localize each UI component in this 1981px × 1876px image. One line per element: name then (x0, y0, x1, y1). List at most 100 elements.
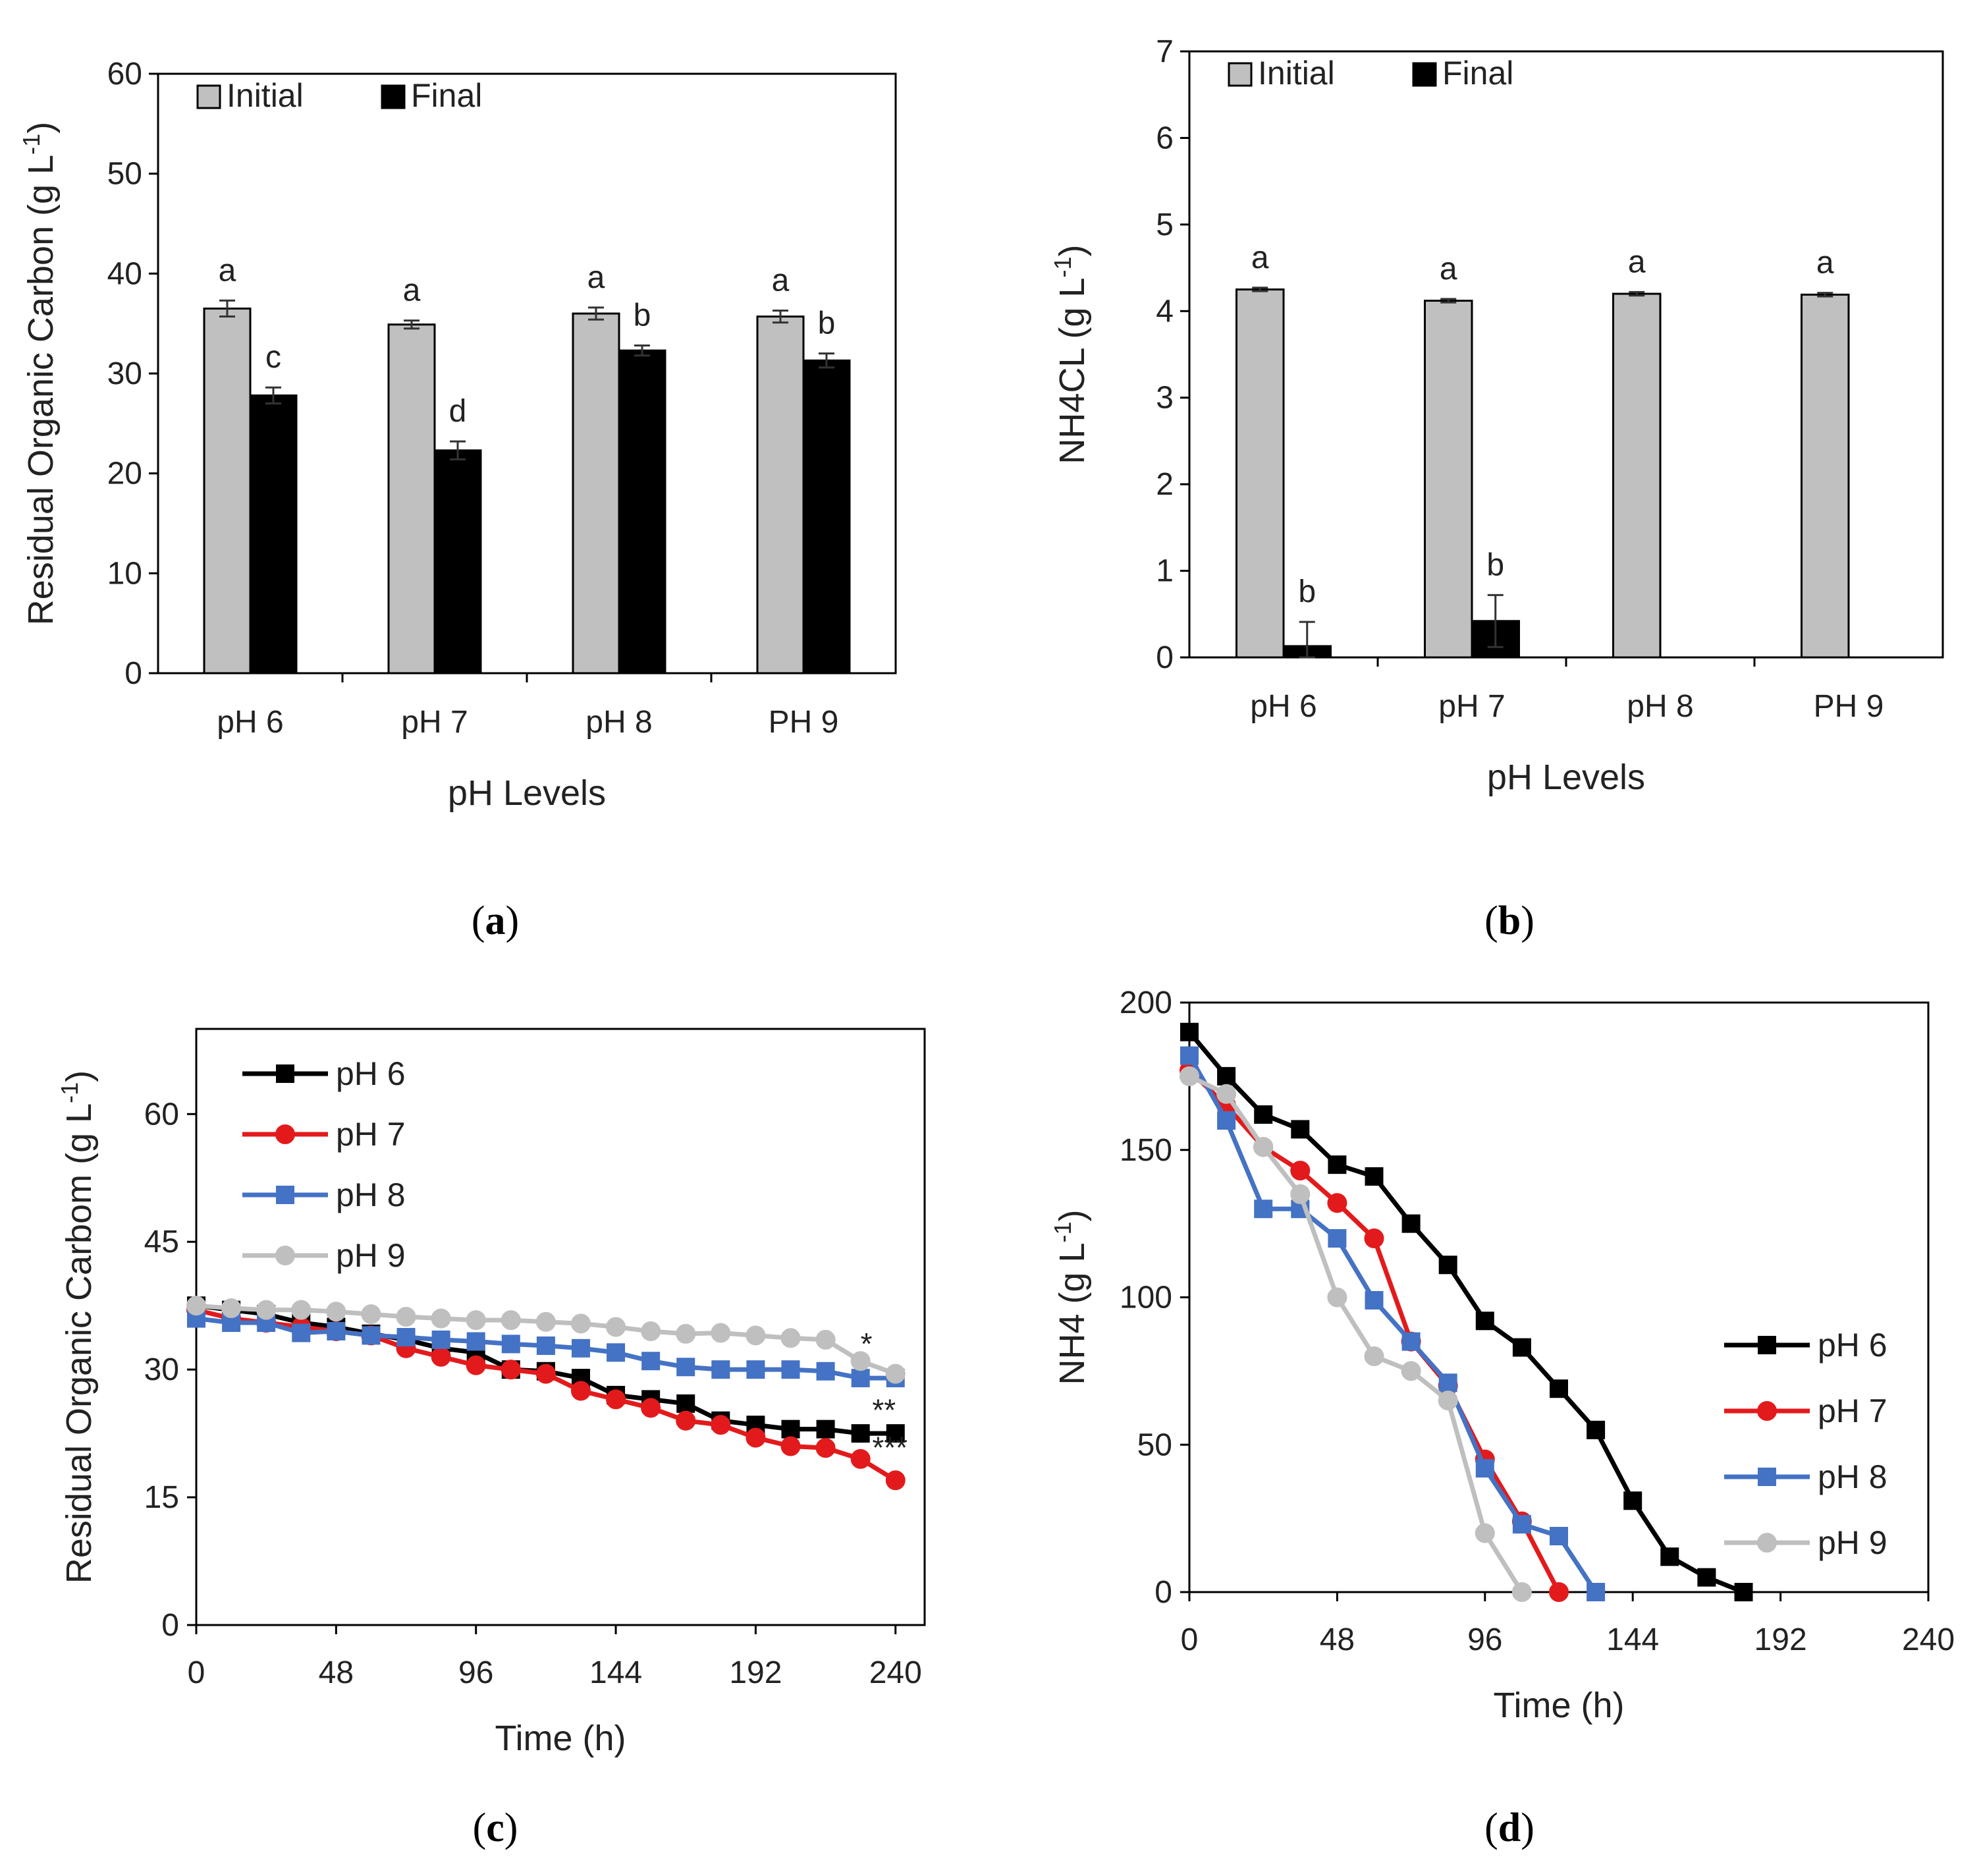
point-ph-9 (1180, 1066, 1199, 1086)
significance-letter: a (1440, 252, 1457, 287)
point-ph-6 (1697, 1568, 1716, 1587)
legend-label-initial: Initial (227, 77, 304, 114)
x-tick-label: pH 6 (217, 705, 283, 740)
point-ph-6 (1217, 1066, 1236, 1086)
y-tick-label: 4 (1156, 294, 1174, 329)
panel-label-b: (b) (1484, 898, 1534, 943)
point-ph-8 (466, 1332, 485, 1351)
point-ph-8 (222, 1313, 241, 1333)
significance-letter: a (772, 263, 790, 298)
point-ph-8 (746, 1360, 765, 1379)
legend-label-ph-6: pH 6 (1818, 1327, 1887, 1364)
point-ph-9 (466, 1310, 486, 1331)
point-ph-9 (431, 1308, 451, 1329)
significance-annotation: *** (872, 1431, 908, 1465)
legend-swatch-initial (1228, 62, 1253, 87)
significance-letter: d (449, 394, 467, 429)
point-ph-9 (676, 1323, 696, 1344)
point-ph-8 (431, 1330, 450, 1349)
point-ph-6 (1438, 1255, 1457, 1275)
x-tick-label: 240 (1902, 1622, 1955, 1657)
legend-marker-ph-9 (275, 1246, 295, 1265)
x-tick-label: 0 (1181, 1622, 1199, 1657)
x-tick-label: 0 (188, 1655, 205, 1690)
legend-marker-ph-7 (275, 1124, 295, 1144)
y-tick-label: 6 (1156, 121, 1174, 155)
point-ph-7 (641, 1398, 661, 1418)
point-ph-9 (361, 1304, 381, 1325)
point-ph-9 (326, 1302, 346, 1322)
y-axis-label: NH4CL (g L-1) (1049, 244, 1093, 464)
legend-label-initial: Initial (1258, 55, 1335, 92)
point-ph-9 (780, 1328, 801, 1348)
point-ph-8 (641, 1352, 661, 1371)
point-ph-6 (1512, 1338, 1531, 1357)
point-ph-8 (711, 1360, 730, 1379)
legend: Initial Final (196, 77, 482, 114)
significance-letter: a (1816, 246, 1834, 281)
point-ph-6 (1623, 1491, 1642, 1510)
x-axis-label: pH Levels (448, 773, 606, 813)
series-line-ph-8 (1187, 1054, 1598, 1593)
point-ph-8 (607, 1343, 626, 1362)
point-ph-6 (1254, 1105, 1273, 1124)
point-ph-6 (851, 1424, 870, 1443)
point-ph-6 (1401, 1214, 1421, 1233)
y-tick-label: 20 (107, 456, 142, 491)
point-ph-9 (1364, 1346, 1384, 1366)
x-tick-label: PH 9 (769, 705, 839, 740)
point-ph-8 (816, 1362, 835, 1381)
significance-letter: a (1628, 244, 1646, 279)
point-ph-6 (1180, 1022, 1199, 1041)
x-tick-label: pH 8 (585, 705, 652, 740)
y-tick-label: 200 (1120, 985, 1172, 1020)
bar-initial (1424, 300, 1473, 659)
significance-letter: a (219, 253, 236, 288)
point-ph-8 (571, 1338, 590, 1358)
x-tick-label: pH 7 (1438, 689, 1505, 724)
y-axis-label: Residual Organic Carbon (g L-1) (18, 122, 61, 625)
legend-marker-ph-8 (1758, 1468, 1776, 1486)
y-tick-label: 5 (1156, 207, 1174, 242)
point-ph-9 (1327, 1287, 1347, 1308)
point-ph-6 (676, 1394, 695, 1413)
y-tick-label: 50 (107, 157, 142, 192)
y-axis-label: Residual Organic Carbom (g L-1) (56, 1070, 99, 1584)
point-ph-7 (850, 1448, 871, 1469)
point-ph-9 (186, 1296, 206, 1316)
point-ph-8 (1217, 1111, 1236, 1130)
x-tick-label: 96 (458, 1655, 493, 1690)
x-tick-label: pH 6 (1250, 689, 1316, 724)
x-axis-label: pH Levels (1487, 758, 1645, 797)
point-ph-9 (606, 1317, 626, 1337)
x-tick-label: 144 (589, 1655, 642, 1690)
x-axis-label: Time (h) (1494, 1686, 1625, 1725)
legend-label-ph-9: pH 9 (336, 1237, 406, 1274)
point-ph-9 (641, 1321, 661, 1341)
y-axis-label: NH4 (g L-1) (1049, 1209, 1093, 1385)
point-ph-9 (1290, 1184, 1311, 1204)
point-ph-7 (1549, 1582, 1569, 1602)
point-ph-8 (501, 1335, 520, 1354)
point-ph-9 (570, 1313, 591, 1334)
point-ph-9 (291, 1300, 312, 1320)
point-ph-7 (431, 1346, 451, 1367)
point-ph-7 (466, 1355, 486, 1375)
y-tick-label: 1 (1156, 554, 1174, 589)
significance-letter: b (1486, 547, 1504, 582)
significance-letter: a (1251, 240, 1269, 275)
series-line-ph-7 (1187, 1068, 1561, 1593)
point-ph-7 (885, 1470, 906, 1491)
point-ph-9 (815, 1329, 836, 1350)
point-ph-9 (711, 1323, 731, 1343)
point-ph-7 (1327, 1193, 1347, 1213)
y-tick-label: 45 (144, 1225, 179, 1259)
point-ph-8 (1180, 1046, 1199, 1065)
point-ph-7 (780, 1436, 801, 1456)
point-ph-8 (676, 1358, 695, 1377)
panel-label-d: (d) (1484, 1806, 1534, 1850)
point-ph-7 (815, 1438, 836, 1458)
